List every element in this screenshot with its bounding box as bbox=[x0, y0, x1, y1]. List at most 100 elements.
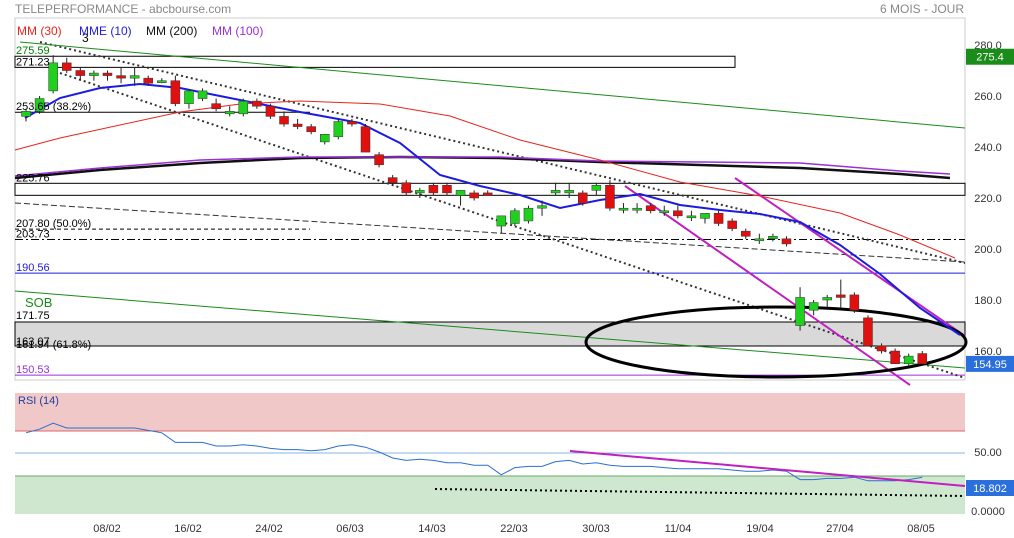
level-label-4: 207.80 (50.0%) bbox=[16, 218, 91, 230]
last-price-label: 275.4 bbox=[976, 52, 1004, 64]
legend-mm100: MM (100) bbox=[212, 24, 264, 38]
lower-channel-line bbox=[59, 72, 966, 379]
candle-body bbox=[360, 126, 371, 153]
candle-body bbox=[61, 62, 72, 71]
legend-mm200: MM (200) bbox=[146, 24, 198, 38]
candle-body bbox=[673, 210, 683, 217]
candle-body bbox=[265, 105, 276, 117]
candle-body bbox=[401, 182, 411, 194]
mm100-line bbox=[14, 156, 951, 177]
candle-body bbox=[129, 75, 140, 79]
green-trendline-upper bbox=[19, 41, 966, 129]
candles bbox=[21, 55, 928, 367]
legend-mm30: MM (30) bbox=[17, 24, 62, 38]
candle-body bbox=[143, 77, 153, 84]
trendlines bbox=[14, 41, 968, 386]
candle-body bbox=[523, 207, 534, 222]
level-label-1: 271.23 bbox=[16, 56, 50, 68]
dashed-trendline bbox=[14, 202, 966, 263]
candle-body bbox=[197, 90, 208, 99]
candle-body bbox=[89, 72, 99, 76]
candle-body bbox=[510, 210, 520, 224]
x-axis-label: 27/04 bbox=[826, 523, 854, 535]
level-label-6: 190.56 bbox=[16, 262, 50, 274]
price-tick-label: 160.0 bbox=[974, 346, 1002, 358]
x-axis-label: 30/03 bbox=[582, 523, 610, 535]
candle-body bbox=[306, 126, 316, 132]
candle-body bbox=[184, 90, 194, 104]
mm200-line bbox=[14, 155, 951, 180]
level-label-9: 161.94 (61.8%) bbox=[16, 339, 91, 351]
rsi-panel: RSI (14) 50.00 0.0000 18.802 bbox=[18, 395, 1014, 518]
chart-labels: 280.0260.0240.0220.0200.0180.0160.0275.4… bbox=[16, 31, 1014, 535]
green-trendline-lower bbox=[14, 290, 966, 369]
rsi-tick-50: 50.00 bbox=[974, 447, 1002, 459]
last-price-low-box bbox=[966, 355, 1014, 372]
candle-body bbox=[75, 70, 86, 76]
rsi-value-label: 18.802 bbox=[973, 483, 1007, 495]
candle-body bbox=[252, 100, 262, 107]
x-axis-label: 24/02 bbox=[255, 523, 283, 535]
candle-body bbox=[415, 190, 425, 194]
candle-body bbox=[605, 185, 615, 209]
sob-label: SOB bbox=[25, 295, 52, 310]
candle-body bbox=[102, 72, 113, 76]
candle-body bbox=[347, 121, 357, 125]
last-price-low-label: 154.95 bbox=[973, 359, 1007, 371]
candle-body bbox=[496, 215, 507, 227]
candle-body bbox=[740, 230, 751, 237]
level-label-2: 253.65 (38.2%) bbox=[16, 101, 91, 113]
rsi-support-line bbox=[434, 488, 966, 497]
rsi-divergence-line bbox=[569, 450, 966, 487]
level-label-8: 163.07 bbox=[16, 336, 50, 348]
candle-body bbox=[618, 207, 629, 211]
rsi-line bbox=[25, 422, 923, 482]
x-axis-label: 11/04 bbox=[665, 523, 692, 535]
rsi-label: RSI (14) bbox=[18, 395, 59, 407]
period-label: 6 MOIS - JOUR bbox=[880, 2, 965, 16]
candle-body bbox=[157, 80, 167, 83]
candle-body bbox=[822, 297, 832, 301]
x-axis-label: 08/02 bbox=[93, 523, 121, 535]
wave-mark: 3 bbox=[82, 31, 89, 45]
rsi-overbought-zone bbox=[15, 393, 965, 431]
candle-body bbox=[292, 123, 303, 127]
candle-body bbox=[903, 355, 914, 365]
x-axis-label: 06/03 bbox=[336, 523, 364, 535]
price-tick-label: 180.0 bbox=[974, 295, 1002, 307]
candle-body bbox=[34, 98, 45, 112]
candle-body bbox=[863, 317, 873, 347]
mm30-line bbox=[14, 100, 956, 259]
candle-body bbox=[700, 213, 710, 219]
candle-body bbox=[537, 205, 547, 209]
candle-body bbox=[781, 238, 792, 245]
candle-body bbox=[428, 185, 439, 194]
candle-body bbox=[836, 294, 846, 298]
candle-body bbox=[387, 177, 398, 183]
price-tick-label: 200.0 bbox=[974, 244, 1002, 256]
candle-body bbox=[632, 207, 642, 211]
candle-body bbox=[238, 100, 249, 115]
x-axis-label: 19/04 bbox=[746, 523, 774, 535]
candle-body bbox=[754, 238, 765, 242]
x-axis-label: 22/03 bbox=[500, 523, 528, 535]
candle-body bbox=[768, 236, 778, 240]
rsi-tick-0: 0.0000 bbox=[971, 506, 1005, 518]
price-tick-label: 240.0 bbox=[974, 142, 1002, 154]
x-axis-label: 16/02 bbox=[174, 523, 202, 535]
candle-body bbox=[333, 121, 344, 138]
candle-body bbox=[170, 80, 181, 104]
candle-body bbox=[795, 297, 805, 326]
candle-body bbox=[550, 190, 561, 194]
magenta-line-1 bbox=[624, 185, 911, 386]
candle-body bbox=[849, 294, 860, 311]
candle-body bbox=[482, 192, 493, 196]
candle-body bbox=[578, 192, 588, 204]
candle-body bbox=[320, 134, 330, 143]
candle-body bbox=[659, 210, 670, 213]
price-tick-label: 220.0 bbox=[974, 193, 1002, 205]
level-label-7: 171.75 bbox=[16, 310, 50, 322]
candle-body bbox=[686, 215, 697, 219]
chart-title: TELEPERFORMANCE - abcbourse.com bbox=[15, 2, 232, 16]
candle-body bbox=[469, 192, 479, 199]
